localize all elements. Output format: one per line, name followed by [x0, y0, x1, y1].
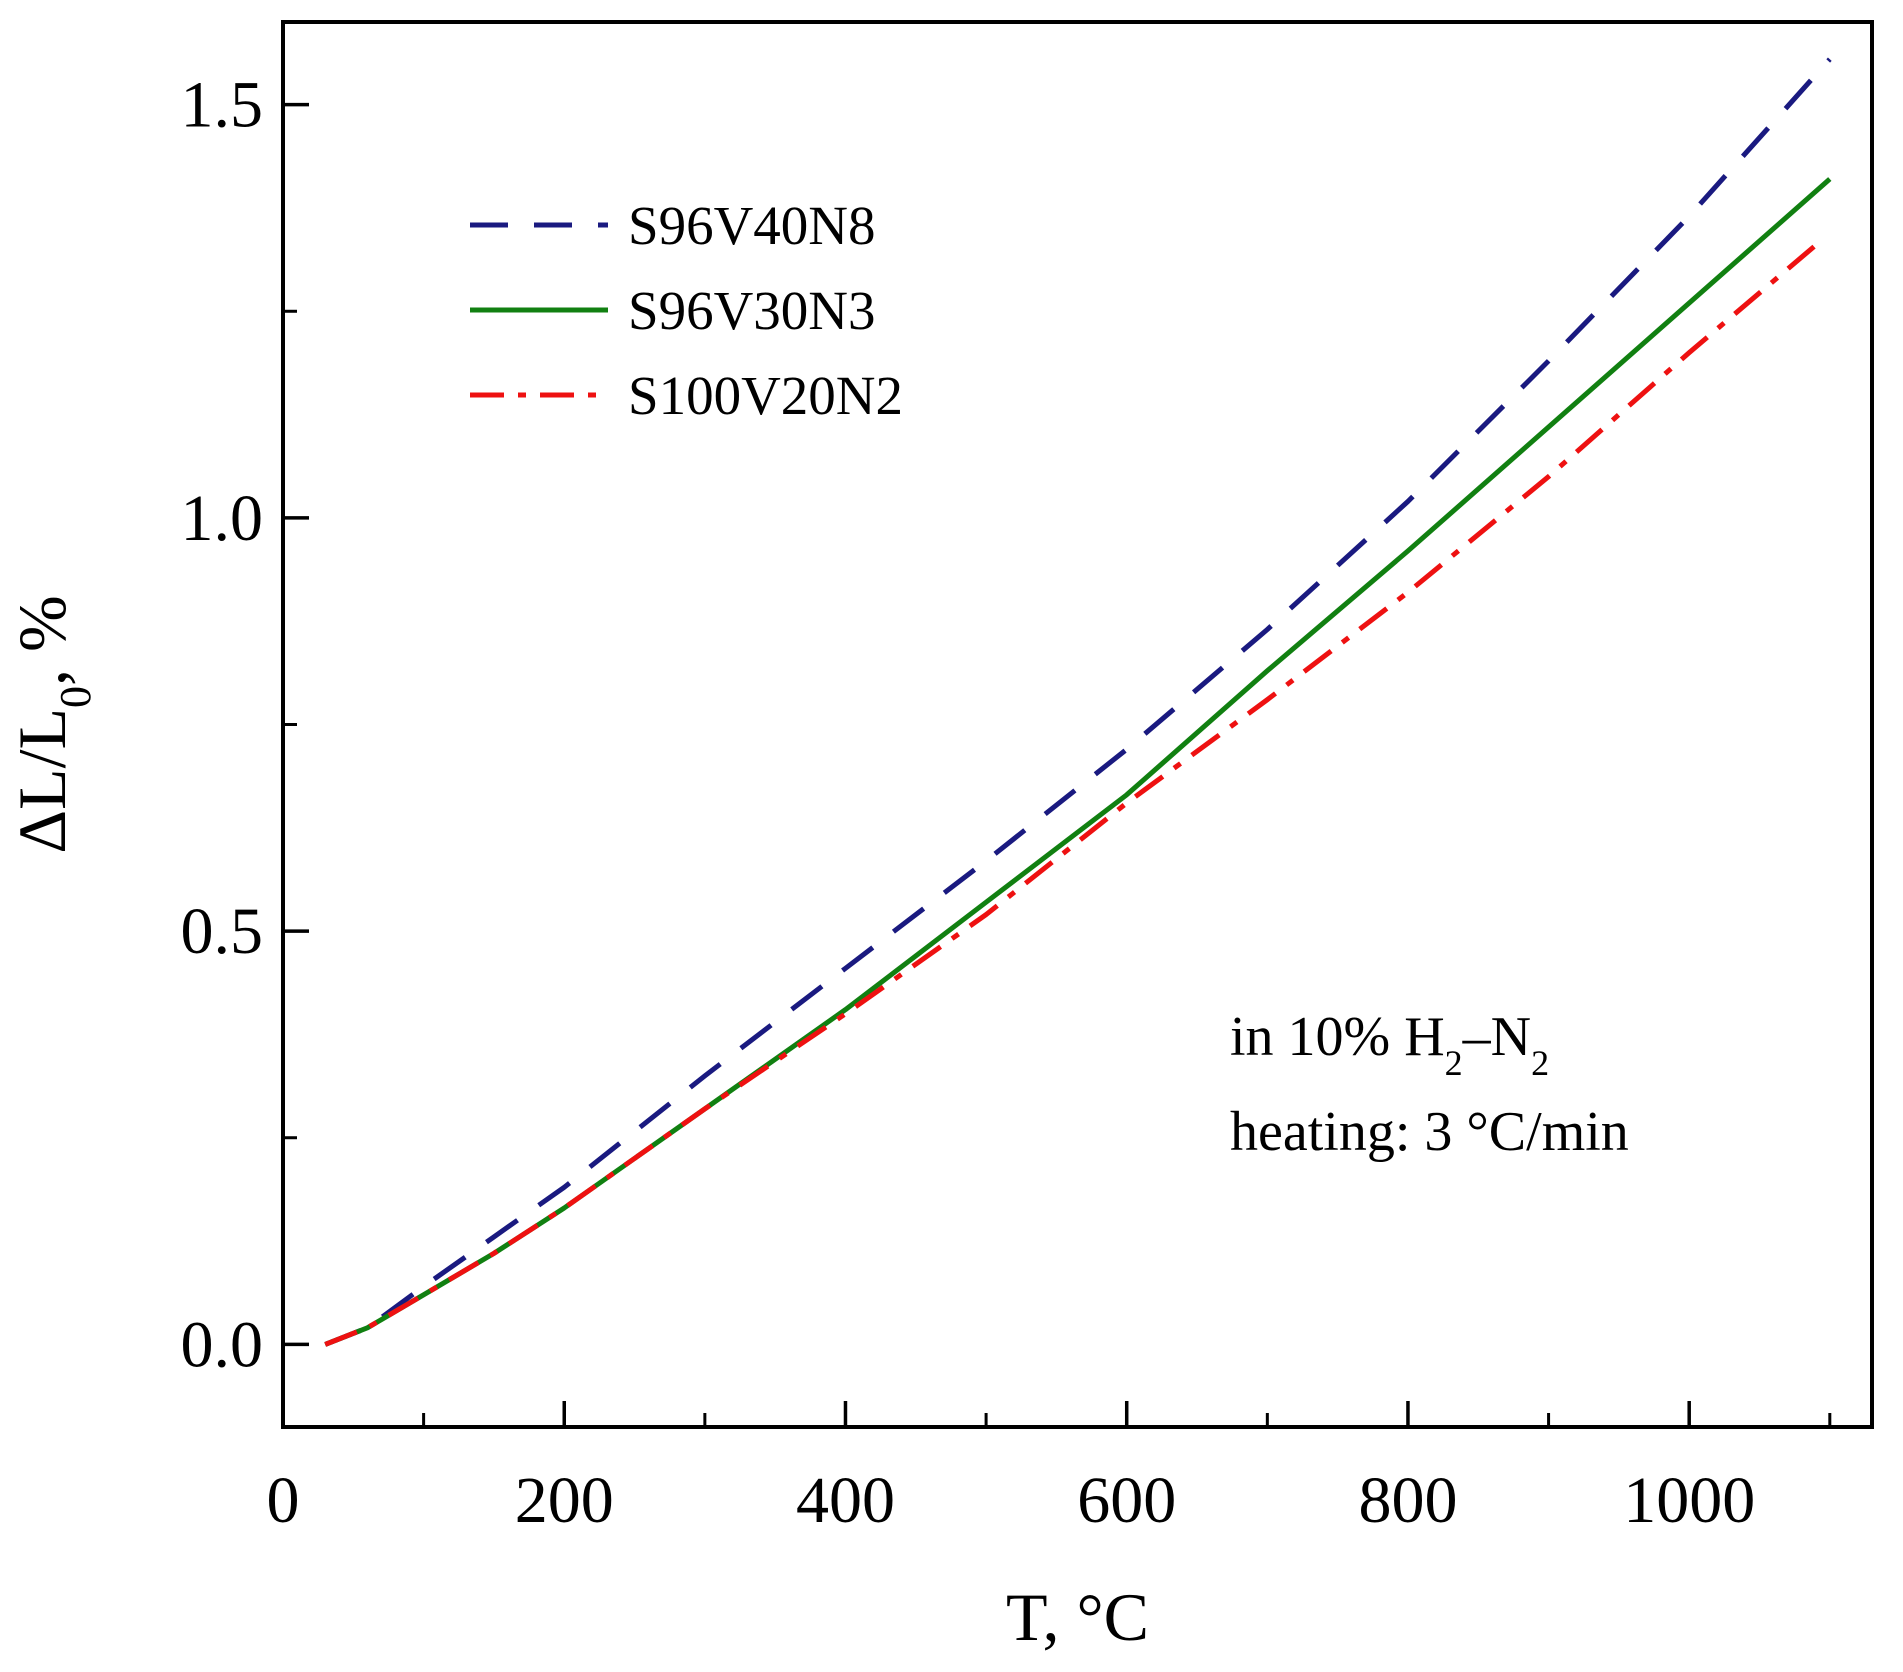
- legend-label: S100V20N2: [628, 365, 903, 426]
- subscript: 2: [1531, 1043, 1549, 1083]
- x-tick-label: 0: [267, 1464, 300, 1537]
- text-run: , %: [4, 595, 80, 686]
- annotation-line: in 10% H2–N2: [1230, 1006, 1549, 1083]
- subscript: 2: [1445, 1043, 1463, 1083]
- x-tick-label: 800: [1358, 1464, 1457, 1537]
- x-axis-title: T, °C: [1006, 1579, 1149, 1655]
- text-run: ΔL/L: [4, 708, 80, 854]
- legend-label: S96V40N8: [628, 195, 876, 256]
- axis-ticks: 0 200 400 600 800 1000 0.0 0.5 1.0 1.5: [181, 69, 1832, 1537]
- series-line-s96v40n8: [324, 57, 1832, 1347]
- text-run: in 10% H: [1230, 1006, 1445, 1068]
- x-tick-label: 1000: [1623, 1464, 1755, 1537]
- x-tick-label: 600: [1077, 1464, 1176, 1537]
- x-tick-label: 400: [796, 1464, 895, 1537]
- plot-area: [324, 57, 1832, 1347]
- text-run: –N: [1462, 1006, 1531, 1068]
- legend-label: S96V30N3: [628, 280, 876, 341]
- annotation-line: heating: 3 °C/min: [1230, 1101, 1629, 1163]
- y-tick-label: 1.5: [181, 69, 264, 142]
- series-line-s100v20n2: [324, 243, 1818, 1347]
- y-tick-label: 1.0: [181, 482, 264, 555]
- y-tick-label: 0.0: [181, 1308, 264, 1381]
- y-tick-label: 0.5: [181, 895, 264, 968]
- x-tick-label: 200: [515, 1464, 614, 1537]
- subscript: 0: [51, 686, 100, 708]
- legend: S96V40N8 S96V30N3 S100V20N2: [470, 195, 903, 426]
- y-axis-title: ΔL/L0, %: [4, 595, 100, 853]
- text-run: heating: 3 °C/min: [1230, 1101, 1629, 1163]
